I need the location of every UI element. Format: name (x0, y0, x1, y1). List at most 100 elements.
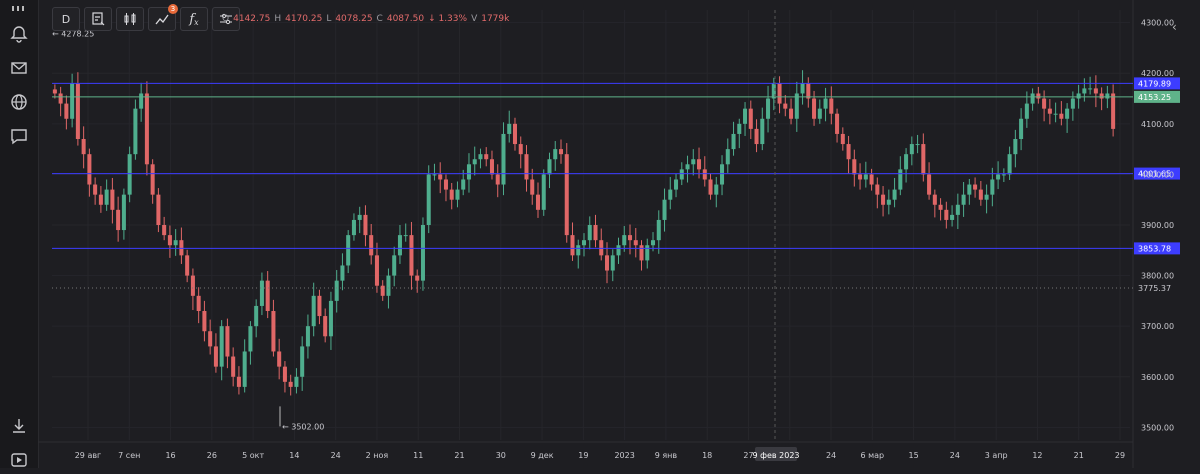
price-tick-label: 3600.00 (1141, 373, 1174, 382)
candle-body (858, 174, 863, 180)
candle-body (466, 164, 471, 180)
candle-body (438, 174, 443, 180)
time-tick-label: 24 (826, 451, 836, 460)
candle-body (990, 179, 995, 195)
candle-body (242, 351, 247, 387)
price-tick-label: 4100.00 (1141, 120, 1174, 129)
time-tick-label: 11 (413, 451, 423, 460)
candle-body (863, 174, 868, 180)
candle-body (921, 144, 926, 175)
candle-body (1093, 88, 1098, 94)
settings-button[interactable] (212, 7, 240, 31)
candle-body (455, 189, 460, 200)
price-chart[interactable]: 4179.89 4001.65 3853.78 4153.25 3775.37 4300.… (38, 0, 1200, 468)
mail-icon[interactable] (9, 58, 29, 78)
candle-body (961, 194, 966, 205)
h-value: 4170.25 (285, 14, 323, 24)
candle-body (892, 189, 897, 200)
download-icon[interactable] (9, 416, 29, 436)
candle-body (944, 209, 949, 220)
candle-body (817, 108, 822, 119)
chat-icon[interactable] (9, 126, 29, 146)
candle-body (213, 346, 218, 367)
candle-body (190, 275, 195, 296)
candle-body (783, 103, 788, 109)
time-tick-label: 29 авг (75, 451, 102, 460)
price-tick-label: 3500.00 (1141, 423, 1174, 432)
candle-body (938, 204, 943, 210)
globe-icon[interactable] (9, 92, 29, 112)
time-tick-label: 3 апр (985, 451, 1008, 460)
candle-body (98, 194, 103, 205)
candle-body (812, 98, 817, 119)
candle-body (835, 113, 840, 134)
candle-body (656, 219, 661, 241)
candle-body (518, 144, 523, 155)
candle-body (104, 189, 109, 205)
candle-body (973, 184, 978, 190)
candle-body (432, 174, 437, 176)
price-tick-label: 3800.00 (1141, 272, 1174, 281)
candle-body (70, 83, 75, 119)
o-label: O (222, 14, 230, 24)
time-tick-label: 29 (1115, 451, 1125, 460)
candle-body (1019, 118, 1024, 139)
candle-body (593, 225, 598, 241)
indicators-icon (155, 14, 169, 25)
candle-body (604, 255, 610, 271)
candle-body (369, 235, 374, 256)
time-tick-label: 24 (950, 451, 960, 460)
time-tick-label: 12 (1032, 451, 1042, 460)
time-tick-label: 30 (496, 451, 506, 460)
crosshair-label: 9 фев 2023 (752, 451, 799, 460)
candle-body (150, 164, 155, 195)
candle-body (133, 108, 138, 155)
candle-body (674, 179, 679, 190)
current-price-tag (1134, 90, 1180, 103)
candle-body (409, 235, 414, 276)
candle-body (645, 245, 650, 261)
candle-body (725, 149, 730, 165)
price-tick-label: 3900.00 (1141, 221, 1174, 230)
candle-body (524, 154, 529, 180)
chevron-left-icon[interactable]: ‹ (1172, 20, 1177, 34)
candle-body (507, 123, 512, 134)
h-label: H (274, 14, 282, 24)
bell-icon[interactable] (9, 24, 29, 44)
o-value: 4142.75 (233, 14, 271, 24)
candle-body (1059, 113, 1064, 119)
candle-body (93, 184, 98, 195)
time-tick-label: 26 (207, 451, 217, 460)
chart-area[interactable]: 4179.89 4001.65 3853.78 4153.25 3775.37 4300.… (38, 0, 1200, 468)
time-tick-label: 18 (702, 451, 712, 460)
candle-body (737, 123, 742, 134)
candle-body (236, 376, 241, 387)
candle-body (484, 154, 489, 160)
chart-type-button[interactable] (116, 7, 144, 31)
candle-body (478, 154, 483, 160)
compare-button[interactable] (84, 7, 112, 31)
candle-body (766, 98, 771, 119)
candle-body (397, 235, 402, 256)
candle-body (323, 316, 328, 337)
play-icon[interactable] (9, 450, 29, 470)
interval-button[interactable]: D (52, 7, 80, 31)
indicators-button[interactable]: 3 (148, 4, 178, 31)
price-tick-label: 4000.00 (1141, 170, 1174, 179)
candle-body (311, 295, 316, 327)
candle-body (110, 189, 115, 210)
candle-body (208, 331, 213, 347)
candle-body (1013, 139, 1018, 155)
candle-body (553, 149, 558, 160)
candle-body (271, 311, 276, 352)
candle-body (1076, 93, 1081, 99)
candle-body (127, 154, 132, 195)
candle-body (248, 326, 253, 352)
candle-body (351, 219, 356, 236)
v-value: 1779k (481, 14, 510, 24)
candle-body (346, 235, 351, 266)
candle-body (1053, 113, 1058, 115)
candle-body (179, 240, 184, 256)
sidebar-top-icon[interactable] (9, 0, 29, 11)
